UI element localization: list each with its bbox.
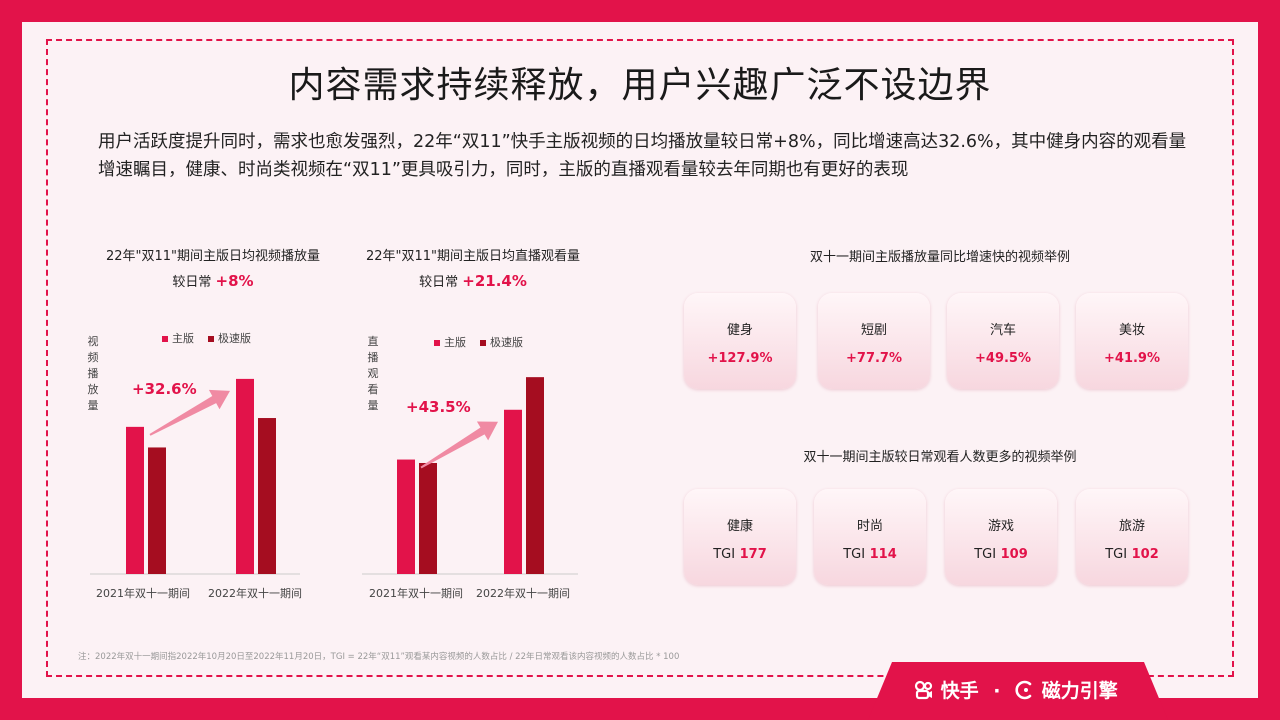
card-name: 健康 bbox=[726, 519, 753, 534]
card-value: +41.9% bbox=[1104, 351, 1160, 366]
dashed-frame bbox=[46, 39, 1234, 677]
brand-text: 快手 · 磁力引擎 bbox=[914, 676, 1118, 703]
chart-left-growth-label: +32.6% bbox=[132, 380, 197, 398]
bar-main-1 bbox=[504, 409, 522, 574]
tgi-value: 102 bbox=[1131, 547, 1159, 562]
bar-speed-1 bbox=[258, 418, 276, 574]
legend-swatch-speed bbox=[208, 336, 214, 342]
legend-label-speed: 极速版 bbox=[490, 336, 523, 349]
card-name: 美妆 bbox=[1118, 323, 1145, 338]
chart-right-xtick-2022: 2022年双十一期间 bbox=[476, 587, 570, 600]
chart-right-title-line2: 较日常 +21.4% bbox=[348, 269, 598, 295]
brand-separator: · bbox=[993, 680, 1001, 702]
chart-left-title-value: +8% bbox=[215, 272, 254, 290]
tgi-prefix: TGI bbox=[974, 547, 997, 562]
card-value: +49.5% bbox=[975, 351, 1031, 366]
chart-right bbox=[362, 377, 578, 575]
magnet-engine-logo-icon bbox=[1015, 680, 1032, 700]
footnote: 注：2022年双十一期间指2022年10月20日至2022年11月20日，TGI… bbox=[78, 652, 680, 662]
card-name: 汽车 bbox=[989, 323, 1016, 338]
card-value: TGI 177 bbox=[684, 547, 796, 562]
legend-item-main: 主版 bbox=[434, 334, 466, 350]
tgi-value: 114 bbox=[869, 547, 897, 562]
card-value: TGI 102 bbox=[1076, 547, 1188, 562]
legend-swatch-main bbox=[434, 340, 440, 346]
legend-swatch-speed bbox=[480, 340, 486, 346]
card-name: 旅游 bbox=[1118, 519, 1145, 534]
card-games: 游戏 TGI 109 bbox=[945, 489, 1057, 585]
chart-left-title-line1: 22年"双11"期间主版日均视频播放量 bbox=[105, 249, 321, 264]
growth-arrow-icon bbox=[420, 421, 498, 469]
brand-kuaishou: 快手 bbox=[940, 680, 979, 702]
legend-label-speed: 极速版 bbox=[218, 332, 251, 345]
chart-right-title-prefix: 较日常 bbox=[419, 275, 459, 290]
chart-right-title: 22年"双11"期间主版日均直播观看量 较日常 +21.4% bbox=[348, 245, 598, 295]
card-fitness: 健身 +127.9% bbox=[684, 293, 796, 389]
card-travel: 旅游 TGI 102 bbox=[1076, 489, 1188, 585]
chart-left-title-prefix: 较日常 bbox=[172, 275, 212, 290]
legend-swatch-main bbox=[162, 336, 168, 342]
chart-left-xtick-2021: 2021年双十一期间 bbox=[96, 587, 190, 600]
chart-right-xtick-2021: 2021年双十一期间 bbox=[369, 587, 463, 600]
brand-banner: 快手 · 磁力引擎 bbox=[868, 662, 1168, 720]
section2-title: 双十一期间主版较日常观看人数更多的视频举例 bbox=[803, 450, 1077, 465]
card-name: 时尚 bbox=[856, 519, 883, 534]
chart-left-xtick-2022: 2022年双十一期间 bbox=[208, 587, 302, 600]
chart-right-growth-label: +43.5% bbox=[406, 398, 471, 416]
chart-left-title-line2: 较日常 +8% bbox=[88, 269, 338, 295]
card-value: TGI 109 bbox=[945, 547, 1057, 562]
intro-paragraph: 用户活跃度提升同时，需求也愈发强烈，22年“双11”快手主版视频的日均播放量较日… bbox=[98, 132, 1187, 180]
card-name: 短剧 bbox=[860, 323, 887, 338]
card-fashion: 时尚 TGI 114 bbox=[814, 489, 926, 585]
card-value: +127.9% bbox=[707, 351, 773, 366]
card-value: TGI 114 bbox=[814, 547, 926, 562]
tgi-prefix: TGI bbox=[843, 547, 866, 562]
legend-item-speed: 极速版 bbox=[208, 330, 251, 346]
bar-speed-0 bbox=[148, 447, 166, 574]
page-title: 内容需求持续释放，用户兴趣广泛不设边界 bbox=[288, 65, 992, 106]
card-auto: 汽车 +49.5% bbox=[947, 293, 1059, 389]
card-beauty: 美妆 +41.9% bbox=[1076, 293, 1188, 389]
legend-label-main: 主版 bbox=[172, 332, 194, 345]
chart-right-title-value: +21.4% bbox=[462, 272, 527, 290]
tgi-prefix: TGI bbox=[1105, 547, 1128, 562]
bar-speed-1 bbox=[526, 377, 544, 574]
section1-title: 双十一期间主版播放量同比增速快的视频举例 bbox=[809, 250, 1070, 265]
tgi-value: 109 bbox=[1000, 547, 1028, 562]
bar-main-0 bbox=[397, 459, 415, 574]
bar-main-0 bbox=[126, 426, 144, 574]
legend-item-main: 主版 bbox=[162, 330, 194, 346]
chart-right-title-line1: 22年"双11"期间主版日均直播观看量 bbox=[365, 249, 581, 264]
card-health: 健康 TGI 177 bbox=[684, 489, 796, 585]
card-name: 健身 bbox=[726, 323, 753, 338]
tgi-prefix: TGI bbox=[713, 547, 736, 562]
chart-left-title: 22年"双11"期间主版日均视频播放量 较日常 +8% bbox=[88, 245, 338, 295]
chart-right-legend: 主版 极速版 bbox=[434, 334, 523, 350]
tgi-value: 177 bbox=[739, 547, 767, 562]
card-short-drama: 短剧 +77.7% bbox=[818, 293, 930, 389]
chart-left-legend: 主版 极速版 bbox=[162, 330, 251, 346]
chart-right-ylabel: 直播观看量 bbox=[367, 335, 379, 412]
card-name: 游戏 bbox=[987, 519, 1014, 534]
brand-engine: 磁力引擎 bbox=[1041, 680, 1118, 702]
growth-arrow-icon bbox=[149, 389, 230, 436]
legend-label-main: 主版 bbox=[444, 336, 466, 349]
legend-item-speed: 极速版 bbox=[480, 334, 523, 350]
card-value: +77.7% bbox=[846, 351, 902, 366]
bar-speed-0 bbox=[419, 462, 437, 574]
bar-main-1 bbox=[236, 378, 254, 574]
kuaishou-logo-icon bbox=[914, 680, 933, 700]
chart-left-ylabel: 视频播放量 bbox=[87, 335, 99, 412]
chart-left bbox=[90, 378, 300, 575]
